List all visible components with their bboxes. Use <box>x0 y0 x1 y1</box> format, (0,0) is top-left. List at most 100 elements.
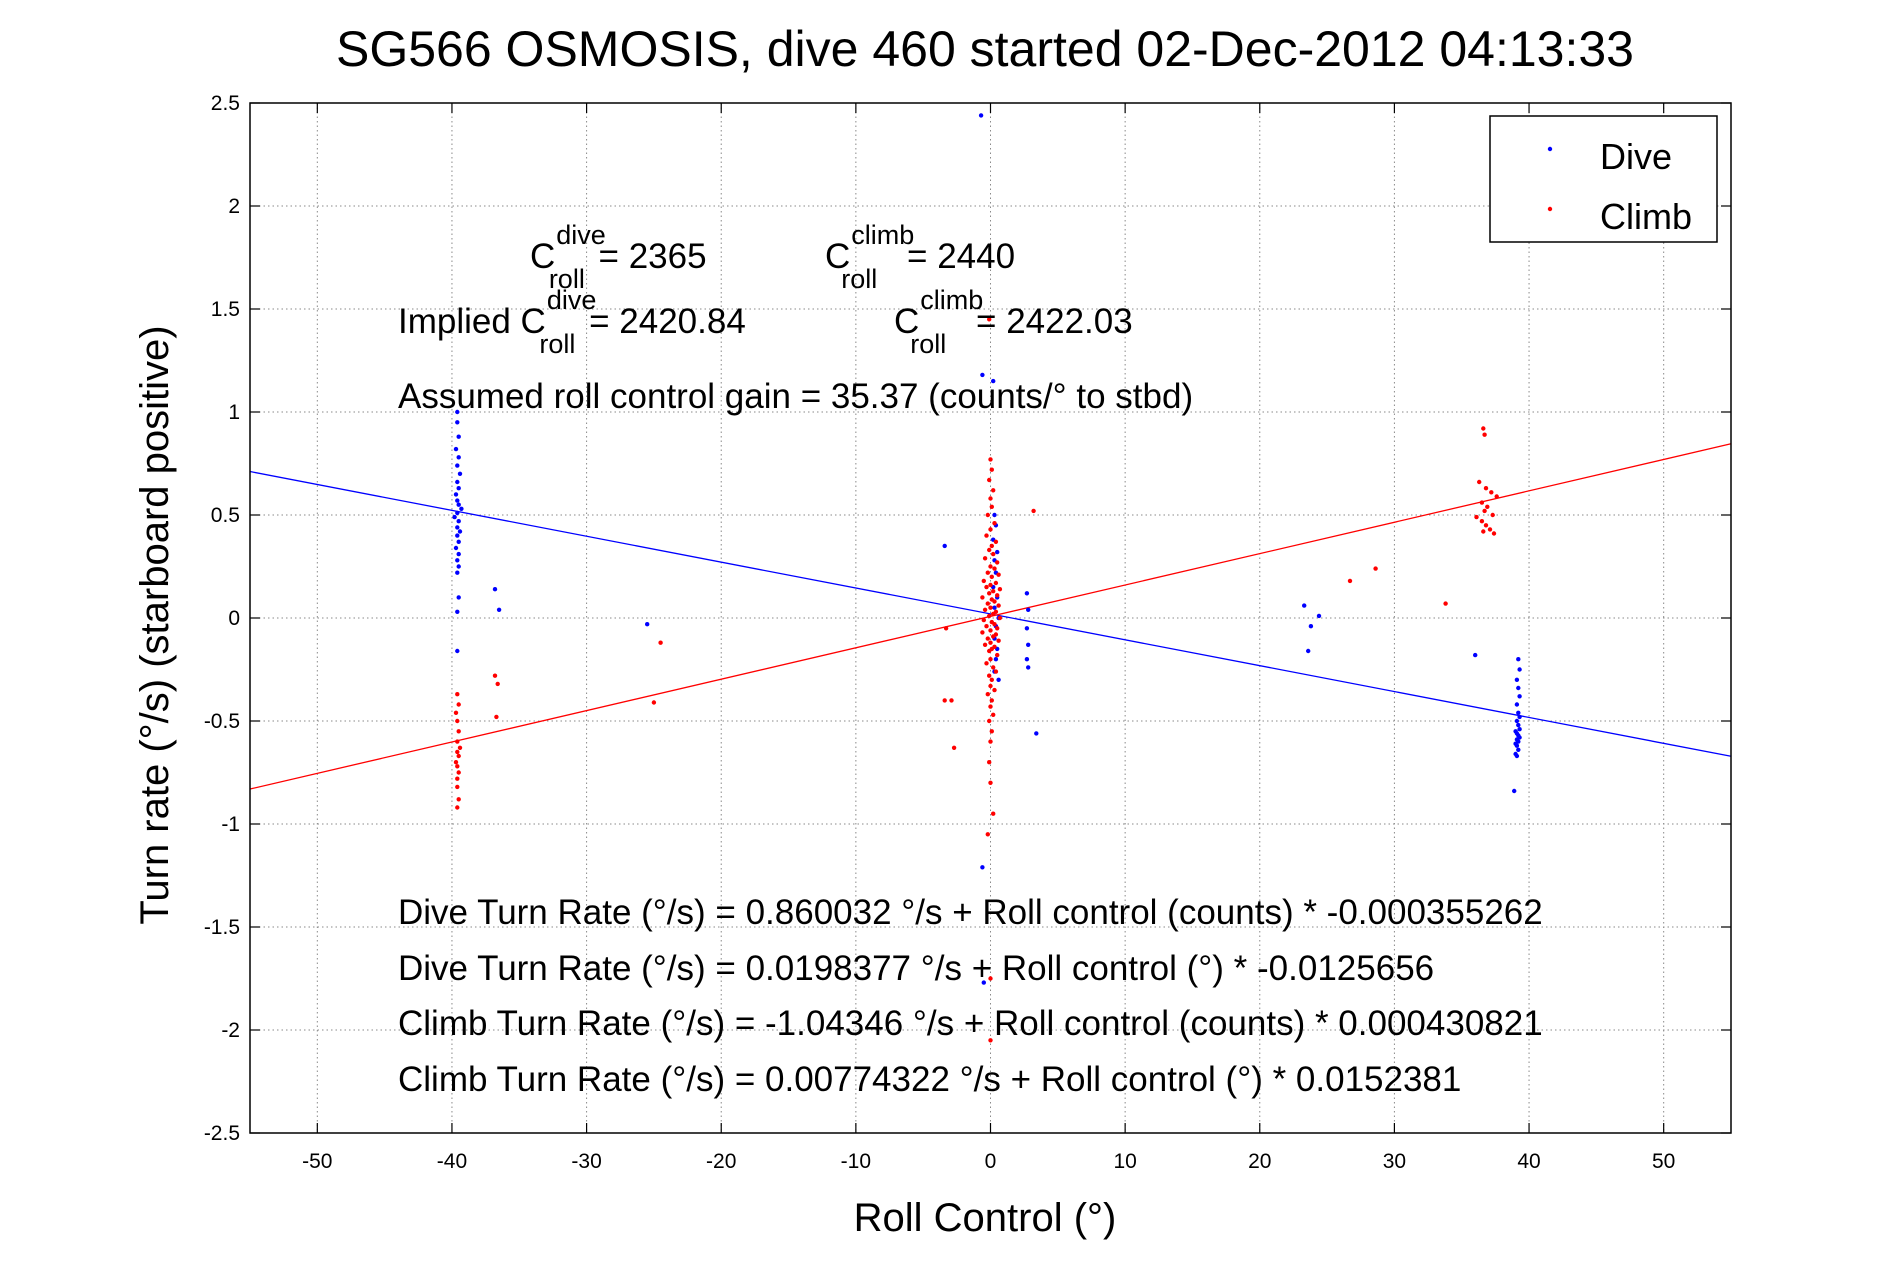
y-tick-label: -1 <box>221 813 240 836</box>
equation-climb-degrees: Climb Turn Rate (°/s) = 0.00774322 °/s +… <box>398 1060 1461 1099</box>
data-point-dive <box>1316 613 1322 619</box>
data-point-climb <box>988 628 993 633</box>
data-point-climb <box>987 547 992 553</box>
data-point-dive <box>455 525 460 530</box>
annotation-implied-dive: Implied Cdive roll = 2420.84 <box>398 285 746 359</box>
fit-line-dive <box>249 470 1732 757</box>
legend-marker-climb <box>1547 206 1553 212</box>
data-point-dive <box>453 492 459 497</box>
data-point-climb <box>989 543 994 549</box>
data-point-climb <box>985 692 990 697</box>
data-point-climb <box>982 607 988 612</box>
data-point-climb <box>996 603 1001 608</box>
data-point-climb <box>1031 508 1036 514</box>
data-point-climb <box>991 589 996 594</box>
data-point-dive <box>1517 694 1522 699</box>
y-tick-label: -2.5 <box>204 1122 240 1145</box>
data-point-dive <box>1516 722 1521 728</box>
data-point-climb <box>991 611 996 617</box>
data-point-climb <box>992 599 997 604</box>
data-point-dive <box>455 609 460 614</box>
data-point-dive <box>1517 667 1522 672</box>
equation-climb-counts: Climb Turn Rate (°/s) = -1.04346 °/s + R… <box>398 1004 1543 1043</box>
data-point-dive <box>455 570 460 575</box>
data-point-climb <box>981 578 986 584</box>
data-point-dive <box>456 486 461 491</box>
data-point-dive <box>453 545 459 551</box>
y-tick-label: 2.5 <box>211 92 240 115</box>
data-point-climb <box>1347 578 1353 584</box>
data-point-climb <box>989 467 994 472</box>
data-point-climb <box>992 566 997 571</box>
legend-box <box>1489 115 1718 243</box>
data-point-climb <box>989 504 994 509</box>
legend-label-dive: Dive <box>1600 136 1672 177</box>
data-point-climb <box>457 745 463 750</box>
data-point-climb <box>985 832 990 837</box>
data-point-dive <box>1516 685 1521 691</box>
data-point-dive <box>1308 624 1314 629</box>
data-point-dive <box>455 533 460 538</box>
data-point-dive <box>455 409 460 415</box>
data-point-climb <box>993 539 999 544</box>
y-tick-label: 1 <box>228 401 240 424</box>
data-point-climb <box>997 587 1003 592</box>
data-point-climb <box>1489 490 1494 495</box>
data-point-dive <box>1024 657 1030 662</box>
y-tick-label: -2 <box>221 1019 240 1042</box>
data-point-climb <box>455 739 460 744</box>
data-point-climb <box>1479 519 1485 524</box>
data-point-climb <box>494 714 499 720</box>
data-point-climb <box>993 669 999 674</box>
data-point-dive <box>492 587 498 592</box>
data-point-dive <box>456 551 461 557</box>
data-point-dive <box>456 595 461 600</box>
data-point-climb <box>988 457 993 462</box>
data-point-dive <box>992 605 997 610</box>
data-point-climb <box>492 673 498 678</box>
x-axis-ticks: -50 -40 -30 -20 -10 0 10 20 30 40 50 <box>302 103 1675 1173</box>
y-axis-label: Turn rate (°/s) (starboard positive) <box>133 325 177 924</box>
data-point-climb <box>453 760 459 765</box>
data-point-climb <box>987 591 992 596</box>
data-point-dive <box>455 463 460 468</box>
data-point-dive <box>993 657 999 662</box>
data-point-climb <box>1487 527 1493 532</box>
data-point-dive <box>1026 665 1031 670</box>
data-point-climb <box>984 584 989 590</box>
data-point-climb <box>1491 531 1497 536</box>
data-point-climb <box>992 521 997 526</box>
data-point-dive <box>455 420 460 425</box>
data-point-dive <box>1024 626 1030 631</box>
data-point-climb <box>1483 486 1489 491</box>
data-point-climb <box>988 683 993 689</box>
data-point-climb <box>984 624 989 629</box>
data-point-climb <box>1482 508 1487 514</box>
data-point-dive <box>1514 718 1520 724</box>
annotation-c-climb: Cclimb roll = 2440 <box>825 220 1015 294</box>
data-point-climb <box>1373 566 1378 571</box>
data-point-dive <box>991 378 996 384</box>
annotation-c-roll: Cdive roll = 2365 Cclimb roll = 2440 Impli… <box>398 220 1193 416</box>
data-point-climb <box>985 570 990 575</box>
data-point-dive <box>995 549 1000 555</box>
data-point-climb <box>951 745 957 750</box>
data-point-dive <box>457 471 463 476</box>
data-point-climb <box>985 601 990 606</box>
data-point-dive <box>1517 714 1522 720</box>
data-point-climb <box>1474 514 1479 520</box>
data-point-climb <box>987 648 992 654</box>
data-point-climb <box>1490 512 1495 518</box>
y-axis-ticks: -2.5 -2 -1.5 -1 -0.5 0 0.5 1 1.5 2 2.5 <box>204 92 1731 1145</box>
series-dive <box>452 113 1522 985</box>
data-point-climb <box>456 797 461 802</box>
data-point-dive <box>1514 743 1520 748</box>
data-point-dive <box>455 479 460 485</box>
data-point-climb <box>1481 529 1486 534</box>
data-point-climb <box>1494 494 1499 499</box>
x-tick-label: -40 <box>437 1150 467 1173</box>
data-point-dive <box>942 543 947 549</box>
data-point-climb <box>455 749 460 755</box>
data-point-climb <box>988 527 993 532</box>
data-point-climb <box>993 580 999 586</box>
